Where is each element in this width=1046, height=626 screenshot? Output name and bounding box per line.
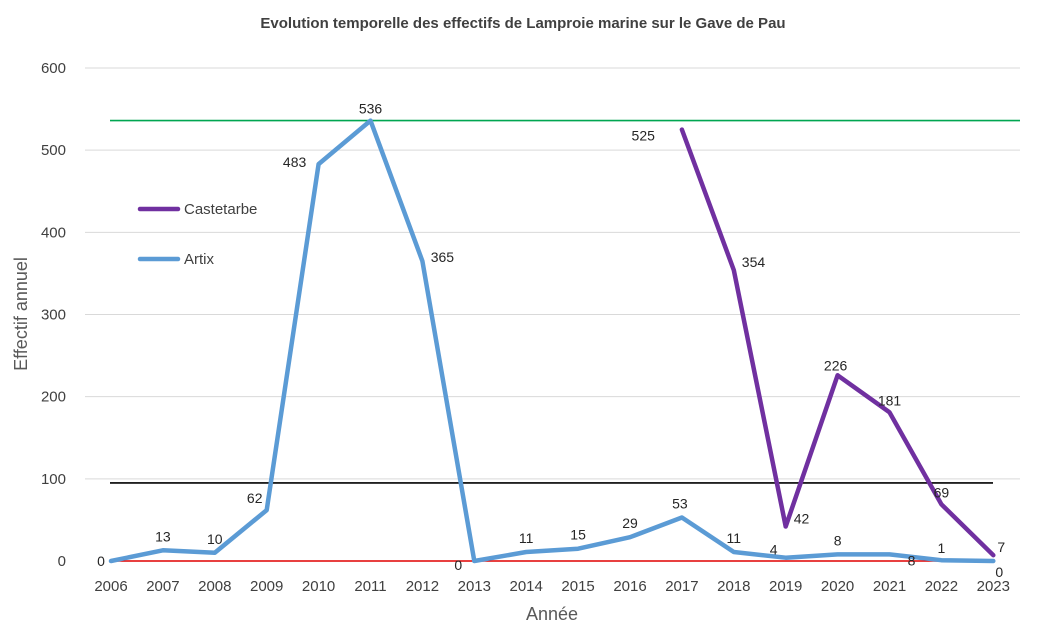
series-line-castetarbe	[679, 127, 996, 558]
chart-title: Evolution temporelle des effectifs de La…	[260, 15, 785, 32]
x-tick-label: 2007	[146, 578, 179, 595]
x-tick-label: 2023	[977, 578, 1010, 595]
y-tick-label: 0	[58, 553, 66, 570]
gridlines	[85, 67, 1020, 480]
x-tick-label: 2014	[510, 578, 543, 595]
data-label: 11	[519, 530, 534, 546]
y-tick-label: 400	[41, 224, 66, 241]
x-tick-label: 2009	[250, 578, 283, 595]
x-tick-label: 2020	[821, 578, 854, 595]
x-tick-label: 2017	[665, 578, 698, 595]
data-label: 525	[632, 128, 656, 144]
x-tick-label: 2018	[717, 578, 750, 595]
data-label: 11	[727, 530, 742, 546]
legend-label: Castetarbe	[184, 201, 257, 218]
data-label: 69	[934, 484, 950, 500]
y-axis-ticks: 0 100 200 300 400 500 600	[41, 60, 66, 570]
data-label: 7	[997, 539, 1005, 555]
x-tick-label: 2021	[873, 578, 906, 595]
y-tick-label: 600	[41, 60, 66, 77]
x-tick-label: 2011	[354, 578, 386, 595]
legend-label: Artix	[184, 251, 215, 268]
y-axis-title: Effectif annuel	[11, 257, 31, 371]
x-tick-label: 2015	[561, 578, 594, 595]
y-tick-label: 100	[41, 471, 66, 488]
x-tick-label: 2022	[925, 578, 958, 595]
y-tick-label: 500	[41, 142, 66, 159]
series-lines	[108, 118, 996, 564]
x-axis-ticks: 2006 2007 2008 2009 2010 2011 2012 2013 2014 2015…	[94, 578, 1010, 595]
data-label: 13	[155, 528, 171, 544]
data-label: 10	[207, 531, 223, 547]
x-tick-label: 2008	[198, 578, 231, 595]
data-label: 0	[454, 557, 462, 573]
x-tick-label: 2006	[94, 578, 127, 595]
y-tick-label: 300	[41, 307, 66, 324]
legend: Castetarbe Artix	[137, 201, 257, 268]
x-tick-label: 2012	[406, 578, 439, 595]
x-tick-label: 2010	[302, 578, 335, 595]
data-label: 0	[995, 564, 1003, 580]
data-label: 8	[834, 532, 842, 548]
series-line-artix	[108, 118, 996, 564]
x-tick-label: 2016	[613, 578, 646, 595]
data-label: 226	[824, 357, 848, 373]
reference-lines	[110, 119, 1020, 562]
data-label: 53	[672, 495, 688, 511]
data-label: 536	[359, 101, 383, 117]
x-tick-label: 2013	[458, 578, 491, 595]
x-axis-title: Année	[526, 604, 578, 624]
data-label: 483	[283, 154, 307, 170]
data-label: 354	[742, 254, 766, 270]
data-label: 15	[570, 527, 586, 543]
x-tick-label: 2019	[769, 578, 802, 595]
data-label: 29	[622, 515, 638, 531]
data-label: 1	[938, 540, 946, 556]
data-label: 0	[97, 553, 105, 569]
data-label: 62	[247, 490, 263, 506]
data-label: 365	[431, 249, 455, 265]
y-tick-label: 200	[41, 389, 66, 406]
data-label: 181	[878, 392, 902, 408]
data-label: 8	[908, 552, 916, 568]
data-label: 4	[770, 542, 778, 558]
data-label: 42	[794, 510, 810, 526]
